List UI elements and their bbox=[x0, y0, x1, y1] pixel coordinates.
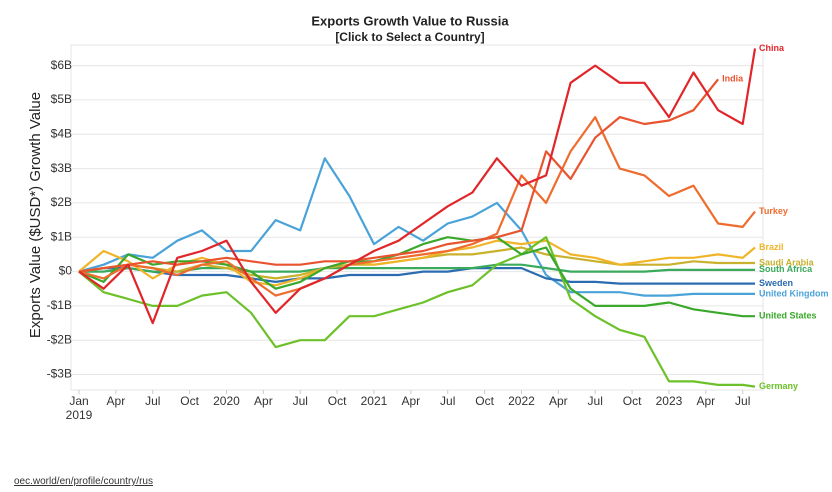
series-end-label: South Africa bbox=[759, 264, 813, 274]
series-line bbox=[78, 78, 719, 273]
y-tick-label: $0 bbox=[59, 264, 73, 278]
y-tick-label: -$3B bbox=[47, 367, 72, 381]
series-end-label: China bbox=[759, 43, 785, 53]
y-tick-label: $5B bbox=[51, 92, 72, 106]
x-tick-label: Jul bbox=[292, 394, 308, 408]
x-tick-label: Jul bbox=[735, 394, 751, 408]
series-end-label: Saudi Arabia bbox=[759, 257, 815, 267]
y-tick-label: $1B bbox=[51, 229, 72, 243]
x-tick-label: Oct bbox=[180, 394, 199, 408]
series-line bbox=[78, 116, 756, 297]
x-tick-label: Apr bbox=[696, 394, 716, 408]
x-tick-label: 2021 bbox=[360, 394, 388, 408]
series-end-label: Germany bbox=[759, 381, 798, 391]
series-end-label: United States bbox=[759, 311, 817, 321]
x-tick-label: Apr bbox=[106, 394, 126, 408]
chart-title: Exports Growth Value to Russia bbox=[311, 13, 509, 28]
series-line bbox=[78, 236, 755, 318]
x-tick-label: 2023 bbox=[655, 394, 683, 408]
x-tick-label: 2022 bbox=[508, 394, 535, 408]
y-tick-label: $4B bbox=[51, 126, 72, 140]
x-tick-label: Jan 2019 bbox=[65, 394, 93, 422]
country-selector[interactable]: [Click to Select a Country] bbox=[335, 30, 484, 44]
series-end-label: Brazil bbox=[759, 242, 784, 252]
series-line bbox=[78, 239, 756, 287]
y-tick-label: -$1B bbox=[47, 298, 72, 312]
x-tick-label: Jul bbox=[145, 394, 161, 408]
series-end-label: United Kingdom bbox=[759, 288, 829, 298]
series-end-label: Sweden bbox=[759, 278, 793, 288]
series-line bbox=[78, 157, 755, 297]
plot-area bbox=[70, 44, 764, 391]
source-link[interactable]: oec.world/en/profile/country/rus bbox=[14, 476, 153, 487]
x-tick-label: Jul bbox=[440, 394, 456, 408]
series-line bbox=[78, 267, 755, 285]
x-tick-label: Oct bbox=[622, 394, 642, 408]
x-tick-label: Oct bbox=[327, 394, 347, 408]
series-end-label: Turkey bbox=[759, 206, 788, 216]
series-end-label: India bbox=[722, 74, 744, 84]
y-axis-label: Exports Value ($USD*) Growth Value bbox=[27, 92, 44, 338]
y-tick-label: $6B bbox=[51, 58, 72, 72]
y-tick-label: $3B bbox=[51, 161, 72, 175]
series-line bbox=[78, 236, 756, 388]
x-tick-label: Jul bbox=[587, 394, 603, 408]
x-tick-label: Apr bbox=[254, 394, 273, 408]
x-tick-label: Apr bbox=[401, 394, 421, 408]
y-tick-label: -$2B bbox=[47, 332, 72, 346]
x-tick-label: Oct bbox=[475, 394, 494, 408]
series-line bbox=[78, 48, 757, 325]
y-tick-label: $2B bbox=[51, 195, 72, 209]
x-tick-label: 2020 bbox=[213, 394, 240, 408]
x-tick-label: Apr bbox=[549, 394, 568, 408]
